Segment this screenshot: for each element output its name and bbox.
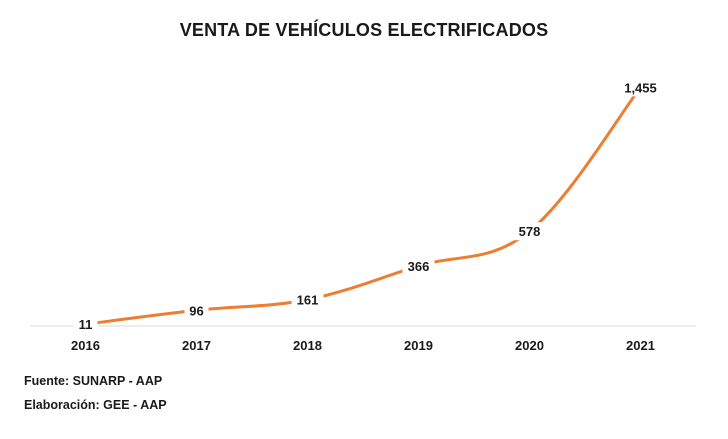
data-label-text: 11 — [79, 317, 93, 332]
data-label-backing — [402, 256, 435, 275]
x-tick-2016: 2016 — [71, 338, 100, 353]
data-label-backing — [616, 78, 665, 97]
series-line — [84, 85, 642, 326]
data-label-text: 366 — [408, 259, 430, 274]
data-label-2016: 11 — [73, 315, 98, 334]
credit-note: Elaboración: GEE - AAP — [24, 398, 167, 412]
data-label-text: 578 — [519, 224, 541, 239]
data-label-2017: 96 — [184, 301, 209, 320]
data-label-2020: 578 — [513, 222, 546, 241]
source-note: Fuente: SUNARP - AAP — [24, 374, 163, 388]
data-label-text: 1,455 — [624, 80, 657, 95]
data-label-2021: 1,455 — [616, 78, 665, 97]
x-tick-2021: 2021 — [626, 338, 655, 353]
chart-title: VENTA DE VEHÍCULOS ELECTRIFICADOS — [179, 20, 549, 40]
x-tick-2017: 2017 — [182, 338, 211, 353]
data-label-2019: 366 — [402, 256, 435, 275]
x-tick-2020: 2020 — [515, 338, 544, 353]
data-label-text: 161 — [297, 293, 319, 308]
data-label-backing — [73, 315, 98, 334]
data-label-text: 96 — [189, 303, 203, 318]
data-label-2018: 161 — [291, 290, 324, 309]
x-tick-2018: 2018 — [293, 338, 322, 353]
data-label-backing — [291, 290, 324, 309]
data-label-backing — [513, 222, 546, 241]
x-tick-2019: 2019 — [404, 338, 433, 353]
data-label-backing — [184, 301, 209, 320]
